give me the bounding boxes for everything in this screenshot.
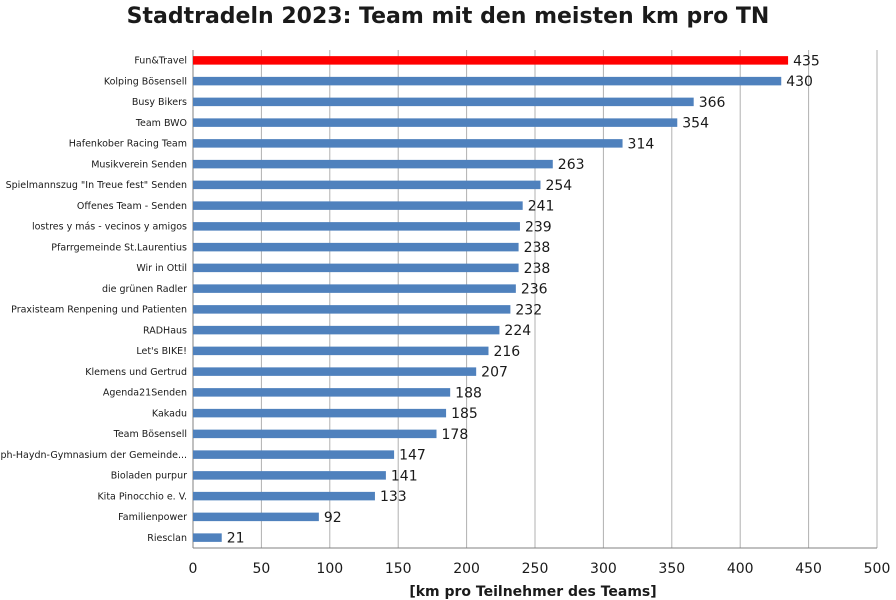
category-label: Team BWO (135, 118, 187, 129)
value-label: 239 (525, 219, 552, 235)
category-label: Fun&Travel (134, 56, 187, 67)
value-label: 133 (380, 489, 407, 505)
value-label: 263 (558, 157, 585, 173)
bar (193, 201, 523, 210)
category-label: Busy Bikers (132, 97, 187, 108)
x-axis-title: [km pro Teilnehmer des Teams] (409, 584, 656, 600)
bars (193, 56, 789, 542)
category-label: Familienpower (118, 512, 187, 523)
value-label: 188 (455, 385, 482, 401)
bar (193, 76, 782, 86)
bar (193, 263, 519, 273)
value-label: 354 (682, 116, 709, 132)
bar (193, 533, 222, 542)
value-label: 430 (786, 74, 813, 90)
x-tick-label: 50 (252, 561, 270, 577)
bar (193, 512, 319, 522)
bar (193, 388, 451, 397)
category-label: Bioladen purpur (111, 471, 187, 482)
x-tick-labels: 0 50 100 150 200 250 300 350 400 450 500 (189, 561, 891, 577)
value-label: 207 (481, 365, 508, 381)
category-label: RADHaus (143, 325, 187, 336)
x-tick-label: 300 (590, 561, 617, 577)
category-label: Let's BIKE! (136, 346, 187, 357)
x-tick-label: 400 (727, 561, 754, 577)
category-label: Agenda21Senden (103, 388, 187, 399)
x-tick-label: 200 (453, 561, 480, 577)
value-label: 238 (524, 240, 551, 256)
bar (193, 242, 519, 252)
value-label: 435 (793, 53, 820, 69)
bar (193, 159, 553, 169)
x-tick-label: 0 (189, 561, 198, 577)
category-label: Riesclan (147, 533, 187, 544)
bar (193, 97, 694, 107)
value-label: 141 (391, 468, 418, 484)
value-label: 178 (442, 427, 469, 443)
bar (193, 346, 489, 356)
value-label: 224 (504, 323, 531, 339)
bar (193, 222, 520, 231)
value-label: 254 (545, 178, 572, 194)
bar (193, 325, 500, 335)
x-tick-label: 100 (316, 561, 343, 577)
bar (193, 491, 375, 501)
bar (193, 408, 447, 418)
bar (193, 305, 511, 314)
category-label: Musikverein Senden (91, 159, 187, 170)
value-labels: 435 430 366 354 314 263 254 241 239 238 238 236 232 2… (227, 53, 820, 546)
category-label: Praxisteam Renpening und Patienten (11, 305, 187, 316)
bar (193, 450, 395, 459)
x-tick-label: 250 (522, 561, 549, 577)
x-tick-label: 350 (658, 561, 685, 577)
category-label: Pfarrgemeinde St.Laurentius (51, 242, 187, 253)
value-label: 238 (524, 261, 551, 277)
bar (193, 180, 541, 190)
bar (193, 118, 678, 127)
category-label: Wir in Ottil (136, 263, 187, 274)
value-label: 185 (451, 406, 478, 422)
bar (193, 139, 623, 148)
category-label: Kakadu (152, 408, 187, 419)
bar (193, 367, 477, 376)
category-label: Klemens und Gertrud (85, 367, 187, 378)
category-label: Kolping Bösensell (104, 76, 187, 87)
bar (193, 284, 516, 293)
bar (193, 471, 386, 480)
category-label: Spielmannszug "In Treue fest" Senden (6, 180, 187, 191)
value-label: 232 (515, 302, 542, 318)
category-labels: Fun&Travel Kolping Bösensell Busy Bikers Te… (0, 56, 187, 544)
value-label: 21 (227, 531, 245, 547)
value-label: 92 (324, 510, 342, 526)
category-label: Offenes Team - Senden (77, 201, 187, 212)
category-label: Kita Pinocchio e. V. (97, 491, 187, 502)
value-label: 147 (399, 448, 426, 464)
category-label: lostres y más - vecinos y amigos (32, 222, 187, 233)
bar (193, 429, 437, 439)
category-label: die grünen Radler (102, 284, 187, 295)
x-tick-label: 450 (795, 561, 822, 577)
value-label: 236 (521, 282, 548, 298)
grid-lines (192, 50, 878, 549)
x-tick-label: 500 (864, 561, 891, 577)
category-label: Team Bösensell (113, 429, 187, 440)
value-label: 241 (528, 199, 555, 215)
chart-title: Stadtradeln 2023: Team mit den meisten k… (126, 4, 770, 29)
category-label: Joseph-Haydn-Gymnasium der Gemeinde... (0, 450, 187, 461)
x-tick-label: 150 (385, 561, 412, 577)
bar (193, 56, 789, 65)
value-label: 314 (628, 136, 655, 152)
value-label: 366 (699, 95, 726, 111)
value-label: 216 (493, 344, 520, 360)
category-label: Hafenkober Racing Team (69, 139, 187, 150)
